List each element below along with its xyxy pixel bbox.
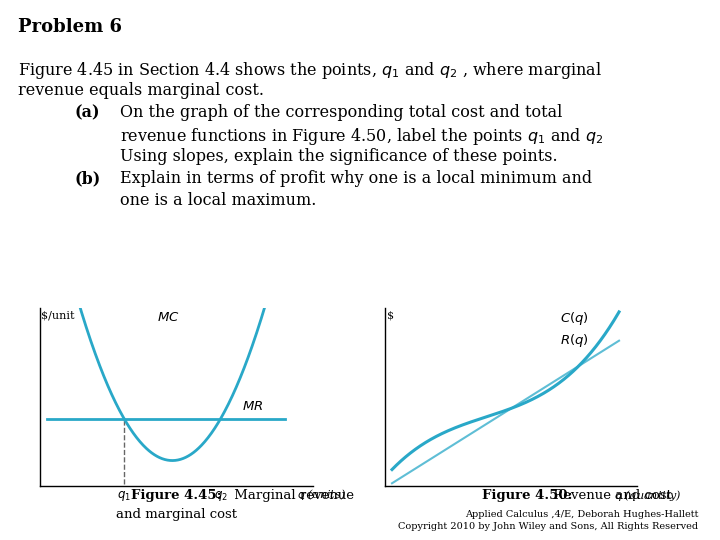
Text: Marginal revenue: Marginal revenue bbox=[230, 489, 354, 502]
Text: $MR$: $MR$ bbox=[242, 400, 264, 413]
Text: revenue equals marginal cost.: revenue equals marginal cost. bbox=[18, 82, 264, 99]
Text: Problem 6: Problem 6 bbox=[18, 18, 122, 36]
Text: Figure 4.45 in Section 4.4 shows the points, $q_1$ and $q_2$ , where marginal: Figure 4.45 in Section 4.4 shows the poi… bbox=[18, 60, 602, 81]
Text: Using slopes, explain the significance of these points.: Using slopes, explain the significance o… bbox=[120, 148, 557, 165]
Text: $/unit: $/unit bbox=[41, 310, 75, 320]
Text: $q_2$: $q_2$ bbox=[214, 489, 228, 503]
Text: (a): (a) bbox=[75, 104, 101, 121]
Text: one is a local maximum.: one is a local maximum. bbox=[120, 192, 316, 209]
Text: $R(q)$: $R(q)$ bbox=[560, 332, 589, 349]
Text: $q$ (units): $q$ (units) bbox=[297, 488, 346, 502]
Text: Explain in terms of profit why one is a local minimum and: Explain in terms of profit why one is a … bbox=[120, 170, 592, 187]
Text: Revenue and cost: Revenue and cost bbox=[549, 489, 671, 502]
Text: $: $ bbox=[387, 310, 394, 321]
Text: $q$ (quantity): $q$ (quantity) bbox=[614, 488, 682, 503]
Text: Figure 4.45:: Figure 4.45: bbox=[131, 489, 222, 502]
Text: $q_1$: $q_1$ bbox=[117, 489, 131, 503]
Text: and marginal cost: and marginal cost bbox=[116, 508, 237, 521]
Text: (b): (b) bbox=[75, 170, 102, 187]
Text: Applied Calculus ,4/E, Deborah Hughes-Hallett: Applied Calculus ,4/E, Deborah Hughes-Ha… bbox=[465, 510, 698, 519]
Text: revenue functions in Figure 4.50, label the points $q_1$ and $q_2$: revenue functions in Figure 4.50, label … bbox=[120, 126, 603, 147]
Text: $C(q)$: $C(q)$ bbox=[560, 310, 589, 327]
Text: Copyright 2010 by John Wiley and Sons, All Rights Reserved: Copyright 2010 by John Wiley and Sons, A… bbox=[398, 522, 698, 531]
Text: Figure 4.50:: Figure 4.50: bbox=[482, 489, 573, 502]
Text: $MC$: $MC$ bbox=[157, 311, 179, 324]
Text: On the graph of the corresponding total cost and total: On the graph of the corresponding total … bbox=[120, 104, 562, 121]
